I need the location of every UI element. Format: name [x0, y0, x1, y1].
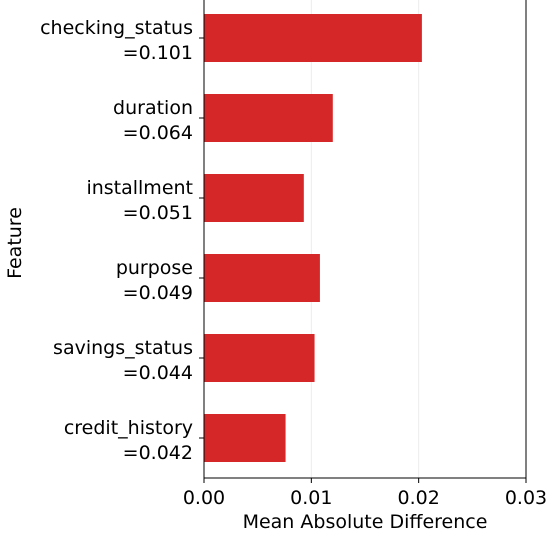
- x-tick-label: 0.01: [290, 487, 332, 509]
- bar: [204, 414, 286, 462]
- plot-frame: [203, 0, 527, 479]
- category-label: credit_history: [64, 417, 193, 439]
- category-label: =0.044: [123, 362, 193, 384]
- category-labels: checking_status =0.101 duration =0.064 insta…: [40, 17, 193, 464]
- x-ticks: 0.00 0.01 0.02 0.03: [183, 478, 547, 509]
- y-axis-label: Feature: [4, 207, 26, 279]
- x-axis-label: Mean Absolute Difference: [243, 511, 488, 533]
- category-label: =0.101: [123, 42, 193, 64]
- category-label: =0.049: [123, 282, 193, 304]
- category-label: =0.064: [123, 122, 193, 144]
- x-tick-label: 0.02: [398, 487, 440, 509]
- bar: [204, 94, 333, 142]
- x-tick-label: 0.03: [505, 487, 547, 509]
- category-label: purpose: [116, 257, 193, 279]
- category-label: =0.042: [123, 442, 193, 464]
- category-label: =0.051: [123, 202, 193, 224]
- bar: [204, 334, 315, 382]
- bar: [204, 174, 304, 222]
- axes: [199, 0, 527, 479]
- bar: [204, 254, 320, 302]
- bar: [204, 14, 422, 62]
- grid-lines: [203, 0, 527, 478]
- bars: [204, 14, 422, 462]
- category-label: duration: [113, 97, 193, 119]
- x-tick-label: 0.00: [183, 487, 225, 509]
- category-label: checking_status: [40, 17, 193, 39]
- category-label: installment: [86, 177, 193, 199]
- category-label: savings_status: [53, 337, 193, 359]
